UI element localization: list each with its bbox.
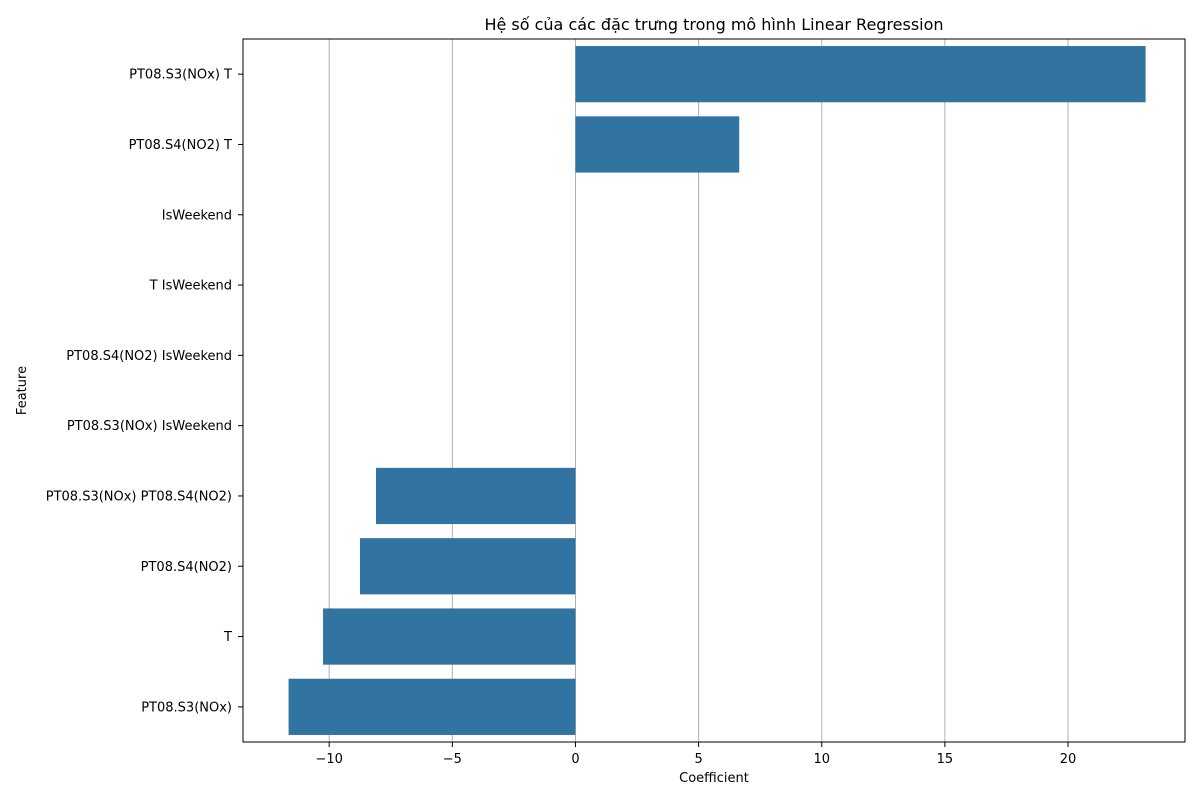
axis-ticks: −10 −5 0 5 10 15 20 PT08.S3(NOx) T PT08.S4(NO2) … bbox=[46, 68, 1077, 767]
x-tick-label: 5 bbox=[694, 752, 702, 767]
y-tick-label: PT08.S3(NOx) PT08.S4(NO2) bbox=[46, 489, 232, 504]
x-tick-label: −5 bbox=[443, 752, 462, 767]
x-axis-title: Coefficient bbox=[679, 771, 749, 786]
x-tick-label: 0 bbox=[571, 752, 579, 767]
bar bbox=[359, 538, 576, 595]
y-tick-label: PT08.S4(NO2) IsWeekend bbox=[66, 349, 232, 364]
y-tick-label: PT08.S4(NO2) bbox=[141, 560, 232, 575]
bar bbox=[375, 467, 576, 525]
y-tick-label: T bbox=[223, 630, 232, 645]
chart-title: Hệ số của các đặc trưng trong mô hình Li… bbox=[484, 15, 943, 34]
y-tick-label: PT08.S4(NO2) T bbox=[129, 138, 232, 153]
bar bbox=[288, 678, 576, 735]
x-tick-label: 15 bbox=[937, 752, 954, 767]
bars bbox=[288, 46, 1146, 735]
bar bbox=[575, 46, 1146, 103]
x-tick-label: 20 bbox=[1060, 752, 1077, 767]
y-tick-label: IsWeekend bbox=[162, 208, 232, 223]
y-axis-title: Feature bbox=[15, 366, 30, 415]
x-tick-label: 10 bbox=[813, 752, 830, 767]
y-tick-label: PT08.S3(NOx) T bbox=[129, 68, 232, 83]
bar bbox=[575, 116, 740, 173]
y-tick-label: PT08.S3(NOx) bbox=[141, 700, 232, 715]
bar bbox=[323, 608, 576, 665]
plot-frame bbox=[242, 38, 1186, 743]
x-tick-label: −10 bbox=[315, 752, 342, 767]
y-tick-label: T IsWeekend bbox=[149, 279, 232, 294]
y-tick-label: PT08.S3(NOx) IsWeekend bbox=[67, 419, 232, 434]
